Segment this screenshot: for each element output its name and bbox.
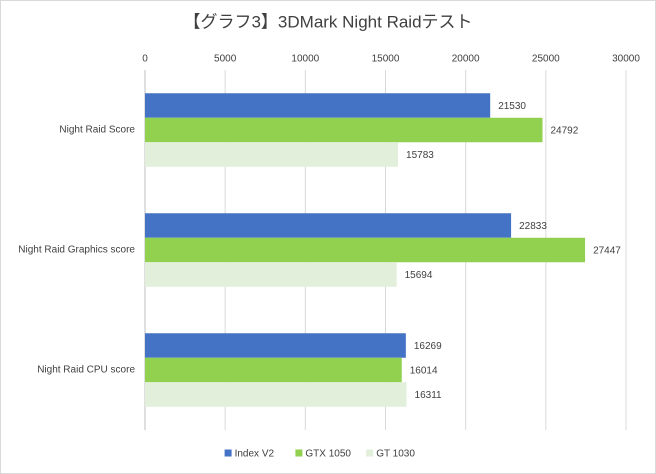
bar [145, 237, 586, 263]
bar [145, 333, 406, 358]
y-tick-label: Night Raid CPU score [37, 365, 135, 376]
legend-swatch [366, 449, 374, 457]
value-label: 22833 [519, 221, 547, 232]
value-label: 16311 [415, 390, 443, 401]
bar [145, 117, 543, 143]
legend-label: GTX 1050 [305, 449, 351, 460]
y-tick-label: Night Raid Score [59, 125, 135, 136]
legend-swatch [295, 449, 303, 457]
value-label: 16269 [414, 341, 442, 352]
bar [145, 93, 491, 118]
x-tick-label: 10000 [291, 54, 319, 65]
legend-label: GT 1030 [376, 449, 415, 460]
value-label: 16014 [410, 366, 438, 377]
value-label: 15783 [406, 150, 434, 161]
bar [145, 142, 399, 167]
x-tick-label: 20000 [452, 54, 480, 65]
value-label: 27447 [593, 246, 621, 257]
x-tick-label: 30000 [612, 54, 640, 65]
value-label: 24792 [550, 126, 578, 137]
x-tick-label: 15000 [372, 54, 400, 65]
x-tick-label: 5000 [214, 54, 237, 65]
value-label: 21530 [498, 101, 526, 112]
chart-title: 【グラフ3】3DMark Night Raidテスト [183, 12, 472, 31]
y-tick-label: Night Raid Graphics score [18, 245, 135, 256]
legend-swatch [224, 449, 232, 457]
x-tick-label: 25000 [532, 54, 560, 65]
bar [145, 262, 397, 287]
bar [145, 357, 402, 383]
bar [145, 382, 407, 407]
legend-label: Index V2 [235, 449, 275, 460]
bar [145, 213, 512, 238]
value-label: 15694 [405, 270, 433, 281]
x-tick-label: 0 [142, 54, 148, 65]
